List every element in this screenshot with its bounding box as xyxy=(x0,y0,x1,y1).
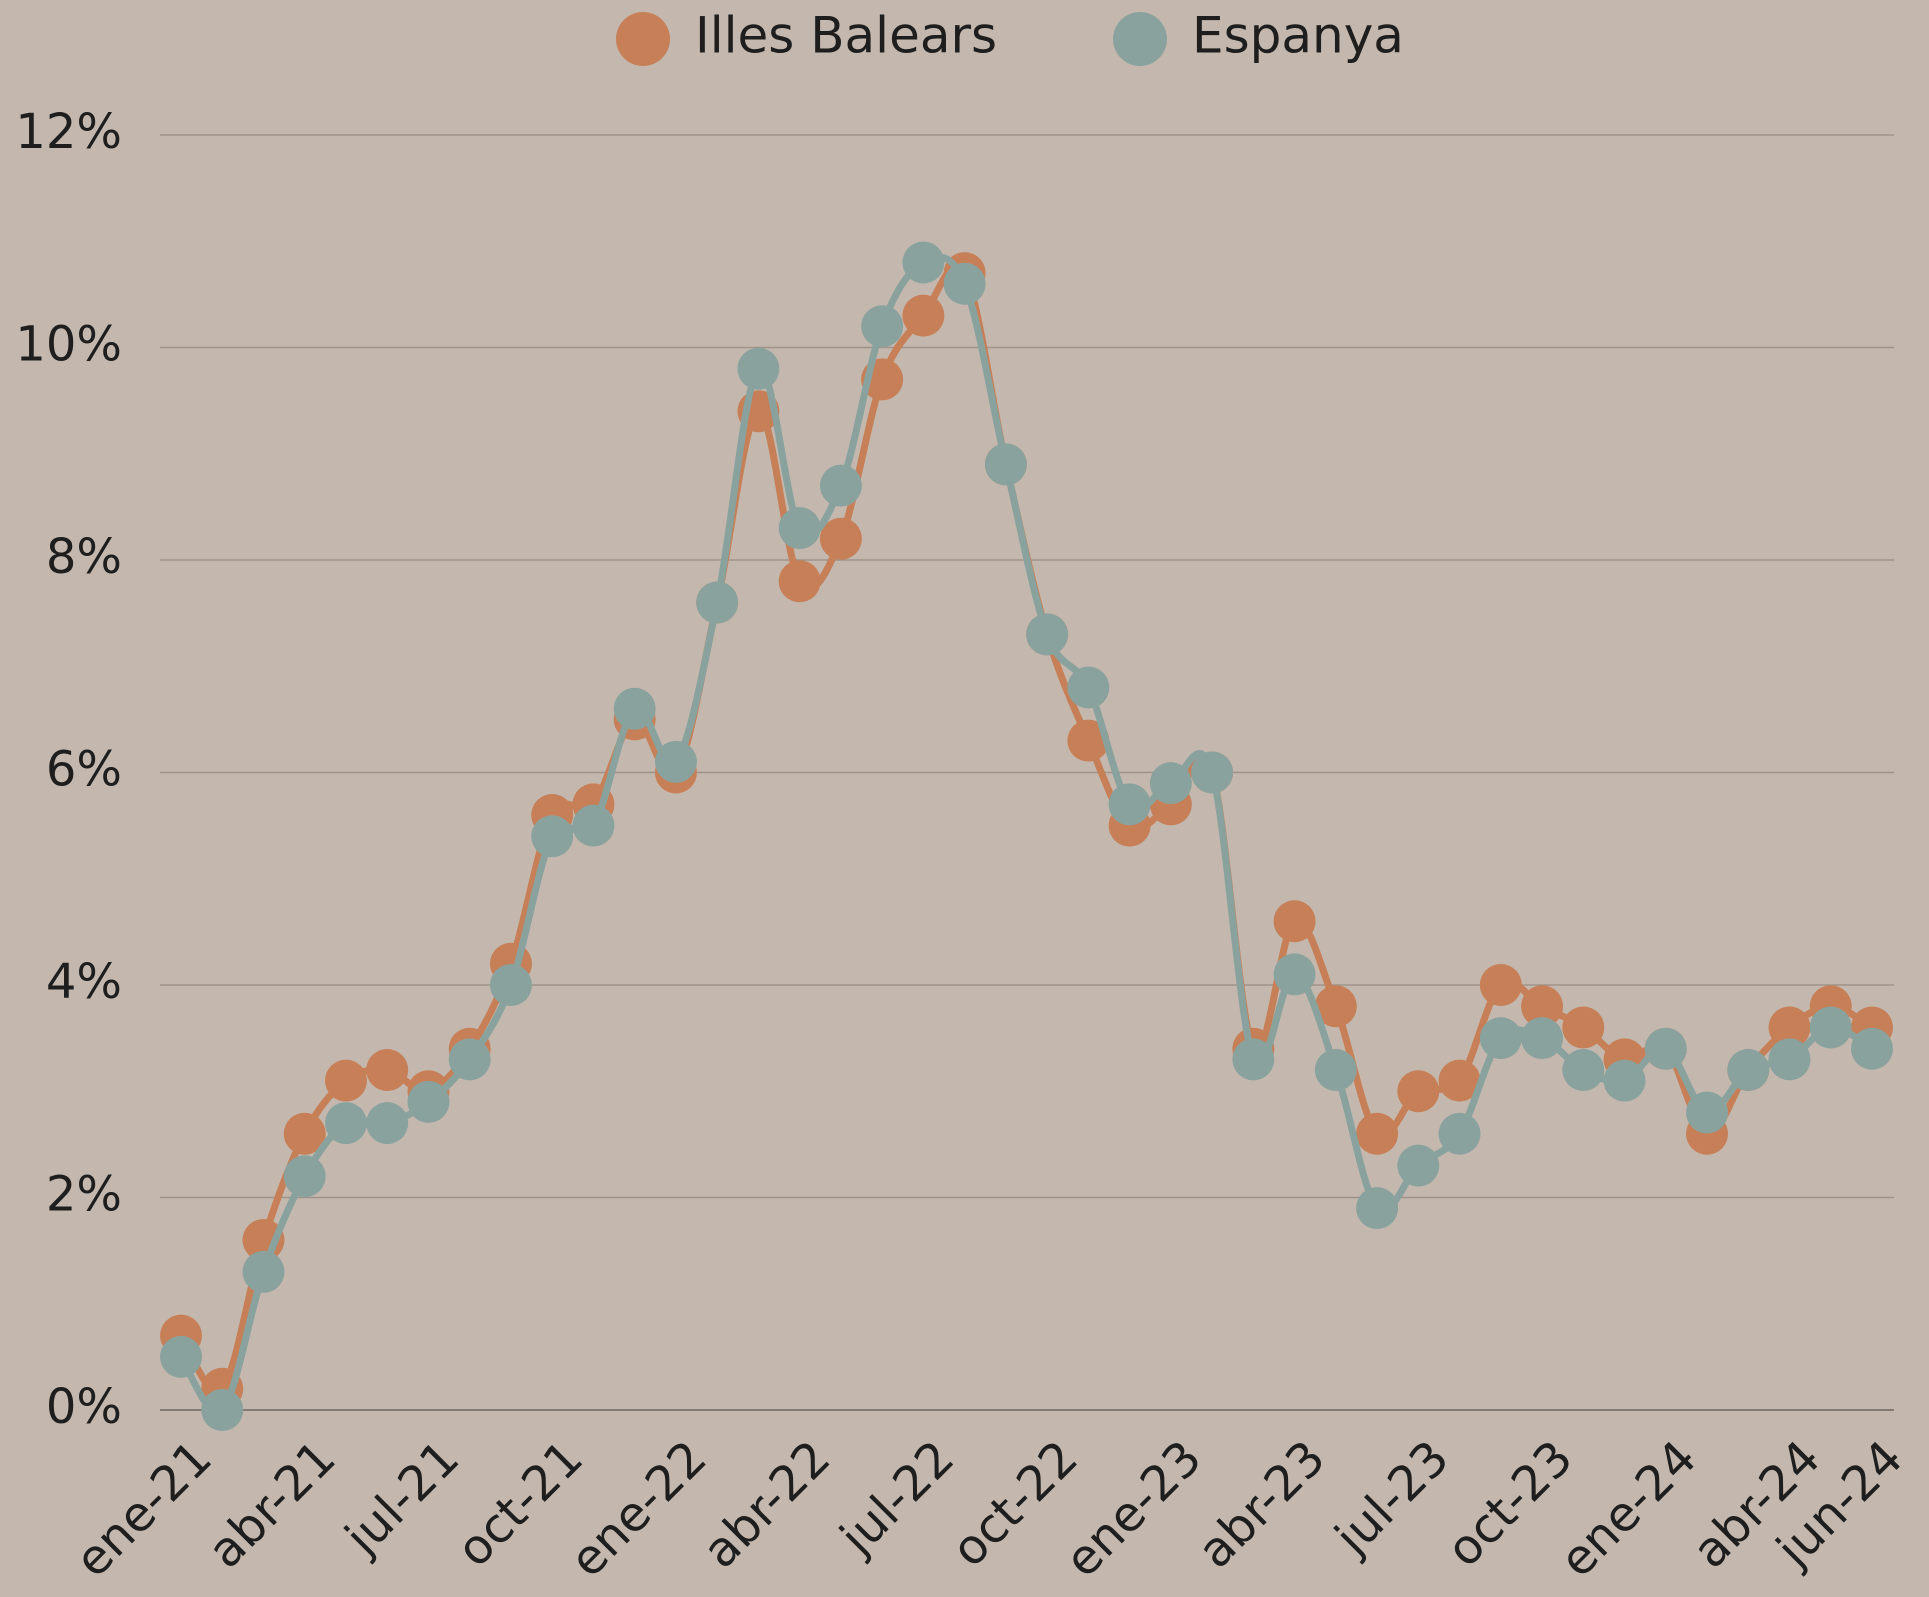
x-tick-label: jul-23 xyxy=(1324,1430,1460,1566)
data-point xyxy=(1851,1027,1893,1070)
data-point xyxy=(489,964,532,1006)
data-point xyxy=(1026,613,1069,656)
data-point xyxy=(366,1049,409,1091)
data-point xyxy=(1273,953,1316,996)
data-point xyxy=(1809,1006,1852,1049)
data-point xyxy=(819,517,862,560)
data-point xyxy=(696,581,739,624)
y-tick-label: 12% xyxy=(15,104,122,160)
data-point xyxy=(1479,964,1522,1006)
data-point xyxy=(201,1389,244,1431)
data-point xyxy=(819,464,862,507)
x-tick-label: ene-22 xyxy=(559,1430,717,1588)
data-point xyxy=(1273,900,1316,943)
data-point xyxy=(1686,1091,1729,1134)
data-point xyxy=(902,294,945,337)
x-tick-label: ene-21 xyxy=(64,1430,222,1588)
data-point xyxy=(283,1155,326,1198)
x-tick-label: jul-21 xyxy=(334,1430,470,1566)
data-point xyxy=(1438,1112,1481,1155)
data-point xyxy=(1438,1059,1481,1102)
data-point xyxy=(324,1059,367,1102)
data-point xyxy=(407,1080,450,1123)
data-point xyxy=(283,1112,326,1155)
x-tick-label: abr-21 xyxy=(197,1430,346,1579)
data-point xyxy=(654,740,697,783)
x-tick-label: abr-22 xyxy=(692,1430,841,1579)
y-tick-label: 2% xyxy=(46,1167,122,1223)
x-tick-label: jul-22 xyxy=(829,1430,965,1566)
data-point xyxy=(737,347,780,390)
data-point xyxy=(448,1038,491,1081)
data-point xyxy=(366,1102,409,1145)
data-point xyxy=(1397,1070,1440,1113)
x-tick-label: abr-23 xyxy=(1187,1430,1336,1579)
data-point xyxy=(613,687,656,730)
data-point xyxy=(1768,1038,1811,1081)
y-tick-label: 6% xyxy=(46,742,122,798)
data-point xyxy=(984,443,1027,486)
data-point xyxy=(1314,1049,1357,1091)
data-point xyxy=(531,815,574,858)
data-point xyxy=(1191,751,1234,794)
data-point xyxy=(1521,985,1564,1028)
legend-marker xyxy=(1113,12,1167,66)
series-line xyxy=(178,262,1874,1395)
data-point xyxy=(242,1250,285,1293)
series-line xyxy=(178,253,1874,1416)
data-point xyxy=(1149,762,1192,805)
y-tick-label: 10% xyxy=(15,317,122,373)
data-point xyxy=(1314,985,1357,1028)
data-point xyxy=(324,1102,367,1145)
data-point xyxy=(861,305,904,348)
data-point xyxy=(778,507,821,550)
data-point xyxy=(160,1335,202,1378)
data-point xyxy=(1067,719,1110,762)
data-point xyxy=(1603,1059,1646,1102)
data-point xyxy=(1562,1006,1605,1049)
data-point xyxy=(1232,1038,1275,1081)
y-tick-label: 0% xyxy=(46,1379,122,1435)
x-tick-label: ene-23 xyxy=(1054,1430,1212,1588)
data-point xyxy=(1479,1017,1522,1060)
data-point xyxy=(902,241,945,284)
data-point xyxy=(1727,1049,1770,1091)
data-point xyxy=(1562,1049,1605,1091)
legend-label: Espanya xyxy=(1192,7,1404,65)
data-point xyxy=(1644,1027,1687,1070)
data-point xyxy=(572,804,615,847)
data-point xyxy=(1521,1017,1564,1060)
x-tick-label: ene-24 xyxy=(1549,1430,1707,1588)
y-tick-label: 4% xyxy=(46,954,122,1010)
data-point xyxy=(1067,666,1110,709)
data-point xyxy=(1768,1006,1811,1049)
legend-label: Illes Balears xyxy=(695,7,997,65)
data-point xyxy=(1356,1112,1399,1155)
data-point xyxy=(1356,1187,1399,1230)
data-point xyxy=(943,262,986,305)
y-tick-label: 8% xyxy=(46,529,122,585)
legend-marker xyxy=(616,12,670,66)
data-point xyxy=(1397,1144,1440,1187)
data-point xyxy=(778,560,821,603)
data-point xyxy=(1108,783,1151,826)
